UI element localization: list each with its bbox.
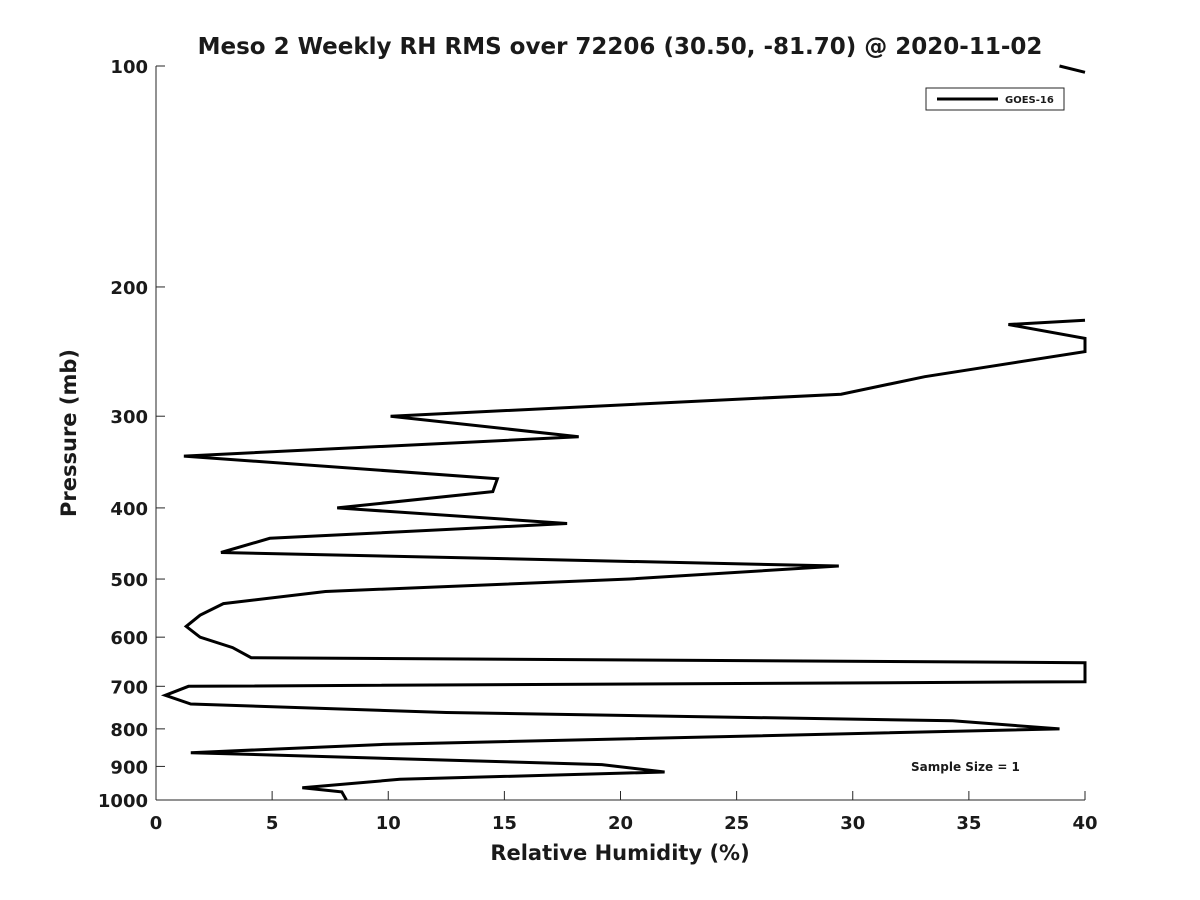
x-tick-label: 5	[266, 813, 279, 834]
sample-size-annotation: Sample Size = 1	[911, 760, 1020, 774]
y-tick-label: 1000	[98, 791, 148, 812]
y-tick-label: 100	[110, 57, 148, 78]
x-tick-label: 10	[376, 813, 401, 834]
series-line-goes16	[160, 318, 1087, 801]
legend: GOES-16	[925, 87, 1065, 111]
legend-label-goes16: GOES-16	[1005, 95, 1054, 106]
y-tick-label: 800	[110, 720, 148, 741]
y-tick-label: 200	[110, 278, 148, 299]
y-tick-label: 400	[110, 499, 148, 520]
x-axis-ticks: 0 5 10 15 20 25 30 35 40	[150, 791, 1098, 834]
x-tick-label: 25	[724, 813, 749, 834]
plot-area: 0 5 10 15 20 25 30 35 40 100 200 300 400 500 600 700 80…	[98, 57, 1098, 834]
y-tick-label: 900	[110, 757, 148, 778]
x-tick-label: 15	[492, 813, 517, 834]
y-tick-label: 600	[110, 628, 148, 649]
y-tick-label: 500	[110, 570, 148, 591]
series-line-goes16-upper	[1059, 64, 1086, 74]
y-axis-label: Pressure (mb)	[57, 349, 81, 517]
x-tick-label: 20	[608, 813, 633, 834]
x-tick-label: 35	[956, 813, 981, 834]
x-tick-label: 40	[1072, 813, 1097, 834]
y-tick-label: 300	[110, 407, 148, 428]
x-tick-label: 0	[150, 813, 163, 834]
y-tick-label: 700	[110, 677, 148, 698]
y-axis-ticks: 100 200 300 400 500 600 700 800 900 1000	[98, 57, 165, 812]
chart-title: Meso 2 Weekly RH RMS over 72206 (30.50, …	[198, 34, 1043, 60]
x-tick-label: 30	[840, 813, 865, 834]
x-axis-label: Relative Humidity (%)	[490, 841, 749, 865]
series-lines	[160, 64, 1087, 801]
